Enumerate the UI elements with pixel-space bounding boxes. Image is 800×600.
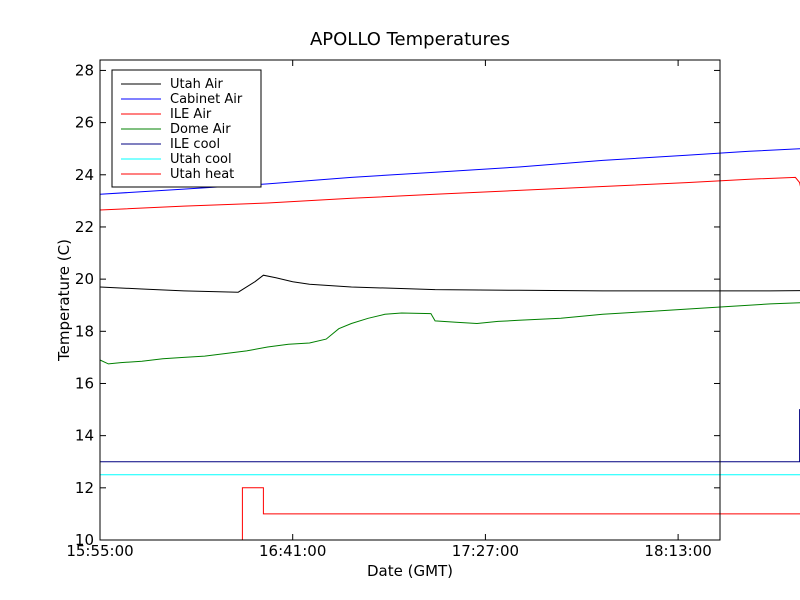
series-line-ile-cool [100, 409, 800, 463]
y-tick-label: 16 [75, 374, 94, 392]
chart-title: APOLLO Temperatures [310, 29, 510, 50]
y-tick-label: 26 [75, 114, 94, 132]
series-layer [99, 148, 800, 541]
series-line-dome-air [99, 302, 800, 365]
y-tick-label: 20 [75, 270, 94, 288]
legend-label-ile-air: ILE Air [170, 107, 212, 122]
x-tick-label: 18:13:00 [644, 542, 711, 560]
legend-label-dome-air: Dome Air [170, 122, 231, 137]
y-tick-label: 18 [75, 322, 94, 340]
legend-label-utah-air: Utah Air [170, 77, 223, 92]
x-tick-label: 16:41:00 [259, 542, 326, 560]
legend-label-utah-cool: Utah cool [170, 152, 232, 167]
y-tick-label: 28 [75, 61, 94, 79]
plot-frame [99, 59, 721, 541]
series-line-cabinet-air [99, 148, 800, 195]
x-tick-label: 15:55:00 [66, 542, 133, 560]
y-tick-label: 12 [75, 479, 94, 497]
legend-label-utah-heat: Utah heat [170, 167, 234, 182]
y-axis-label: Temperature (C) [55, 239, 73, 362]
x-axis-label: Date (GMT) [367, 562, 453, 580]
y-tick-label: 24 [75, 166, 94, 184]
y-axis-ticks: 10 12 14 16 18 20 22 24 26 28 [75, 61, 720, 549]
series-line-ile-air [99, 176, 800, 211]
x-tick-label: 17:27:00 [452, 542, 519, 560]
y-tick-label: 10 [75, 531, 94, 549]
legend-label-ile-cool: ILE cool [170, 137, 220, 152]
series-line-utah-air [99, 274, 800, 293]
series-line-utah-heat [100, 487, 800, 541]
y-tick-label: 14 [75, 427, 94, 445]
y-tick-label: 22 [75, 218, 94, 236]
legend-label-cabinet-air: Cabinet Air [170, 92, 243, 107]
